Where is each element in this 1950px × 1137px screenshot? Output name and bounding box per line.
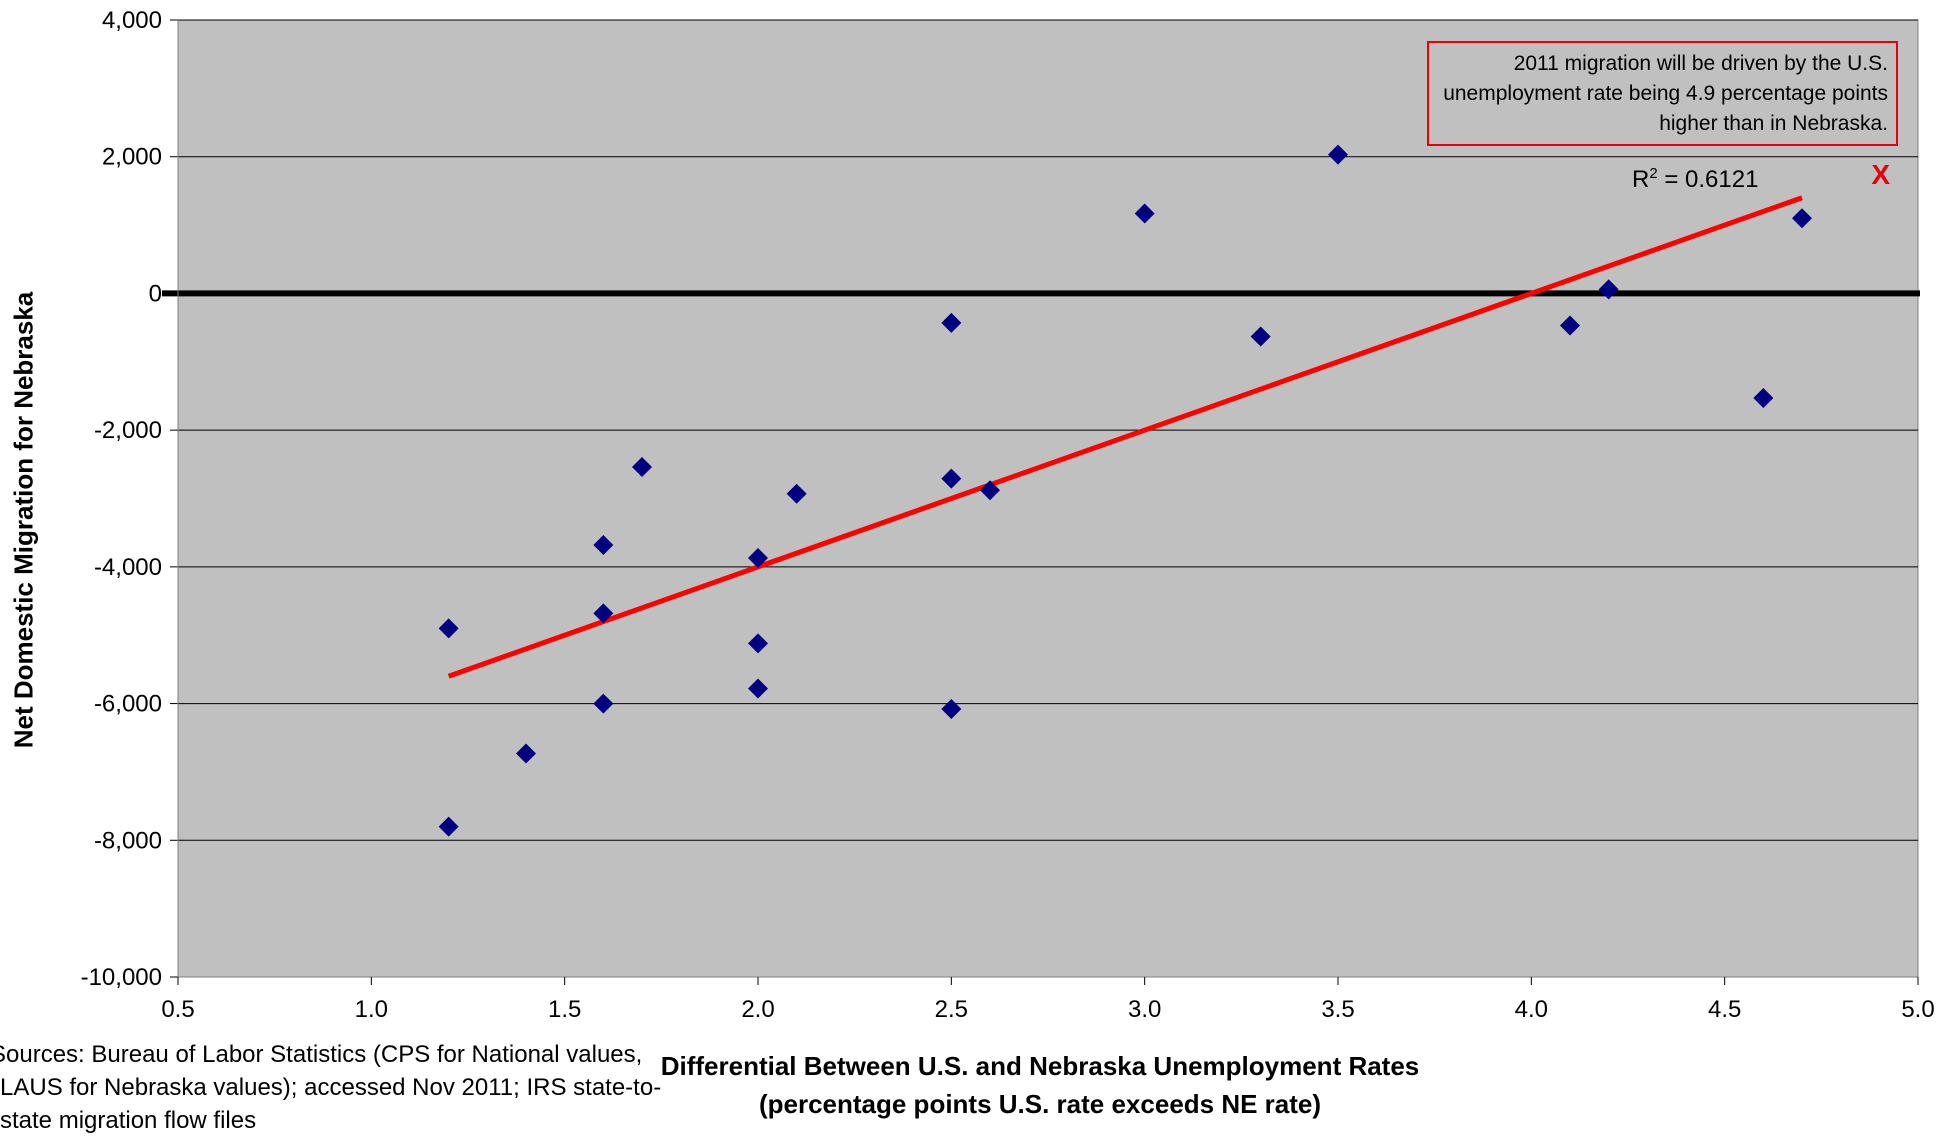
data-point <box>1134 203 1155 224</box>
y-tick-label: -10,000 <box>81 964 162 991</box>
marker-2011: X <box>1871 159 1891 191</box>
y-tick-label: 2,000 <box>102 144 162 171</box>
x-axis-title-line1: Differential Between U.S. and Nebraska U… <box>660 1051 1420 1081</box>
y-axis-title-wrap: Net Domestic Migration for Nebraska <box>4 270 44 770</box>
data-point <box>593 534 614 555</box>
y-tick-label: 4,000 <box>102 7 162 34</box>
x-tick-label: 1.0 <box>355 996 388 1023</box>
x-tick-label: 2.0 <box>741 996 774 1023</box>
data-point <box>438 816 459 837</box>
r-squared-label: R2 = 0.6121 <box>1632 165 1758 194</box>
data-point <box>748 678 768 699</box>
data-point <box>980 480 1000 501</box>
r-squared-r: R <box>1632 166 1650 193</box>
data-point <box>1328 144 1348 165</box>
data-point <box>1753 388 1774 409</box>
r-squared-value: = 0.6121 <box>1657 166 1759 193</box>
x-tick-label: 2.5 <box>935 996 968 1023</box>
x-tick-label: 5.0 <box>1901 996 1934 1023</box>
data-point <box>593 693 614 714</box>
data-point <box>1598 279 1619 300</box>
data-point <box>941 312 962 333</box>
x-tick-label: 4.5 <box>1708 996 1741 1023</box>
data-point <box>1792 208 1812 229</box>
x-tick-label: 4.0 <box>1515 996 1548 1023</box>
y-tick-label: 0 <box>149 280 162 307</box>
x-tick-label: 1.5 <box>548 996 581 1023</box>
data-point <box>941 468 962 489</box>
data-point <box>438 618 459 639</box>
x-axis-title-line2: (percentage points U.S. rate exceeds NE … <box>758 1089 1322 1119</box>
trendline <box>447 195 1803 679</box>
x-tick-label: 3.0 <box>1128 996 1161 1023</box>
data-point <box>516 743 536 764</box>
data-point <box>593 603 614 624</box>
data-point <box>786 483 807 504</box>
data-point <box>632 457 652 478</box>
y-tick-label: -8,000 <box>94 827 162 854</box>
y-tick-label: -4,000 <box>94 554 162 581</box>
x-tick-label: 0.5 <box>161 996 194 1023</box>
y-axis-title: Net Domestic Migration for Nebraska <box>8 291 39 749</box>
annotation-box: 2011 migration will be driven by the U.S… <box>1427 41 1898 146</box>
y-tick-label: -6,000 <box>94 691 162 718</box>
source-note: Sources: Bureau of Labor Statistics (CPS… <box>0 1041 662 1134</box>
data-point <box>748 547 768 568</box>
r-squared-sup: 2 <box>1649 165 1658 182</box>
x-tick-label: 3.5 <box>1321 996 1354 1023</box>
data-point <box>1560 315 1580 336</box>
plot-area <box>177 19 1919 978</box>
y-tick-label: -2,000 <box>94 417 162 444</box>
data-point <box>748 633 768 654</box>
data-point <box>941 699 962 720</box>
data-point <box>1250 326 1271 347</box>
